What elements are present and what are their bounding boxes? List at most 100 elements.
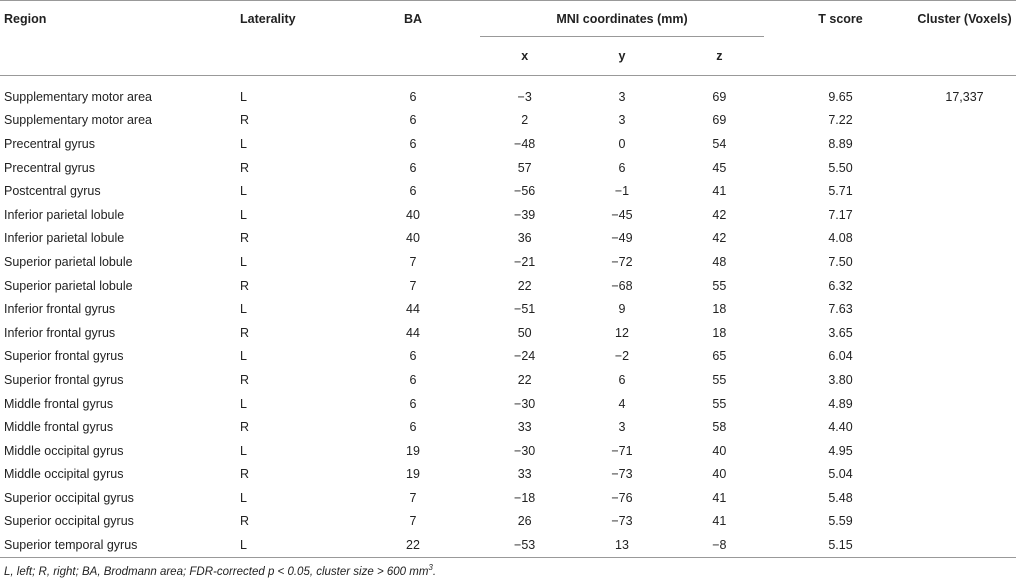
cell-t-score: 7.63 <box>828 302 853 317</box>
table-row: Superior parietal lobule R 7 22 −68 55 6.32 <box>0 274 1016 298</box>
cell-t-score: 9.65 <box>828 89 853 104</box>
table-row: Superior frontal gyrus R 6 22 6 55 3.80 <box>0 368 1016 392</box>
cell-z: 65 <box>712 349 727 364</box>
cell-z: 41 <box>712 514 727 529</box>
cell-region: Middle frontal gyrus <box>4 420 114 435</box>
cell-laterality: L <box>240 533 350 558</box>
cell-cluster <box>913 392 1016 416</box>
cell-y: −1 <box>614 184 630 199</box>
cell-region: Supplementary motor area <box>4 113 152 128</box>
cell-cluster <box>913 156 1016 180</box>
cell-ba: 6 <box>409 372 417 387</box>
cell-cluster <box>913 132 1016 156</box>
cell-y: 4 <box>618 396 626 411</box>
cell-x: 26 <box>517 514 532 529</box>
cell-ba: 6 <box>409 396 417 411</box>
cell-y: 6 <box>618 372 626 387</box>
cell-x: −53 <box>476 533 574 558</box>
cell-region: Superior temporal gyrus <box>0 533 240 558</box>
cell-laterality: R <box>240 467 250 482</box>
cell-x: −30 <box>514 396 536 411</box>
cell-laterality: R <box>240 231 250 246</box>
header-z: z <box>670 37 768 76</box>
cell-t-score: 5.59 <box>828 514 853 529</box>
cell-cluster <box>913 415 1016 439</box>
header-blank <box>0 37 240 76</box>
header-x: x <box>476 37 574 76</box>
cell-laterality: L <box>240 207 247 222</box>
cell-t-score: 4.95 <box>828 443 853 458</box>
table-row: Inferior parietal lobule L 40 −39 −45 42 7.17 <box>0 203 1016 227</box>
cell-y: −45 <box>611 207 633 222</box>
cell-laterality: R <box>240 278 250 293</box>
cell-z: 18 <box>712 325 727 340</box>
cell-laterality: R <box>240 325 250 340</box>
footnote-superscript: 3 <box>428 563 433 572</box>
header-mni-coordinates: MNI coordinates (mm) <box>476 1 768 37</box>
cell-cluster <box>913 250 1016 274</box>
cell-z: 45 <box>712 160 727 175</box>
cell-ba: 19 <box>406 467 420 482</box>
cell-cluster <box>913 510 1016 534</box>
cell-x: 22 <box>517 278 532 293</box>
table-row: Supplementary motor area R 6 2 3 69 7.22 <box>0 109 1016 133</box>
cell-x: −51 <box>514 302 536 317</box>
cell-z: 42 <box>712 207 727 222</box>
cell-laterality: L <box>240 89 247 104</box>
cell-x: −18 <box>514 490 536 505</box>
cell-t-score: 6.04 <box>828 349 853 364</box>
cell-z: −8 <box>670 533 768 558</box>
cell-ba: 22 <box>350 533 476 558</box>
cell-x: 50 <box>517 325 532 340</box>
cell-laterality: L <box>240 136 247 151</box>
cell-laterality: R <box>240 514 250 529</box>
cell-laterality: L <box>240 302 247 317</box>
cell-y: −2 <box>614 349 630 364</box>
cell-ba: 6 <box>409 349 417 364</box>
cell-t-score: 5.50 <box>828 160 853 175</box>
cell-region: Superior parietal lobule <box>4 278 133 293</box>
header-blank <box>768 37 913 76</box>
cell-t-score: 3.65 <box>828 325 853 340</box>
table-row: Middle frontal gyrus L 6 −30 4 55 4.89 <box>0 392 1016 416</box>
table-row: Superior occipital gyrus R 7 26 −73 41 5.59 <box>0 510 1016 534</box>
cell-laterality: L <box>240 443 247 458</box>
cell-x: −3 <box>517 89 532 104</box>
cell-y: 3 <box>618 420 626 435</box>
cell-ba: 6 <box>409 136 417 151</box>
cell-laterality: L <box>240 184 247 199</box>
cell-ba: 44 <box>406 302 420 317</box>
cell-t-score: 3.80 <box>828 372 853 387</box>
table-row: Middle occipital gyrus R 19 33 −73 40 5.04 <box>0 463 1016 487</box>
cell-y: 6 <box>618 160 626 175</box>
cell-ba: 7 <box>409 514 417 529</box>
cell-cluster <box>913 274 1016 298</box>
cell-z: 40 <box>712 467 727 482</box>
cell-t-score: 5.71 <box>828 184 853 199</box>
cell-laterality: R <box>240 113 250 128</box>
cell-laterality: R <box>240 420 250 435</box>
header-mni-label: MNI coordinates (mm) <box>556 12 688 26</box>
cell-x: 22 <box>517 372 532 387</box>
cell-cluster <box>913 345 1016 369</box>
cell-y: −71 <box>611 443 633 458</box>
header-cluster: Cluster (Voxels) <box>917 12 1012 26</box>
cell-ba: 6 <box>409 184 417 199</box>
cell-laterality: L <box>240 490 247 505</box>
cell-z: 41 <box>712 490 727 505</box>
header-laterality: Laterality <box>240 12 296 26</box>
cell-t-score: 4.40 <box>828 420 853 435</box>
cell-z: 69 <box>712 89 727 104</box>
cell-x: 36 <box>517 231 532 246</box>
cell-region: Supplementary motor area <box>4 89 152 104</box>
table-row: Superior frontal gyrus L 6 −24 −2 65 6.04 <box>0 345 1016 369</box>
cell-cluster <box>913 321 1016 345</box>
cell-x: −48 <box>514 136 536 151</box>
table-row: Superior temporal gyrus L 22 −53 13 −8 5.15 <box>0 533 1016 558</box>
table-row: Precentral gyrus R 6 57 6 45 5.50 <box>0 156 1016 180</box>
cell-t-score: 5.04 <box>828 467 853 482</box>
cell-z: 42 <box>712 231 727 246</box>
cell-region: Inferior frontal gyrus <box>4 325 116 340</box>
cell-x: −56 <box>514 184 536 199</box>
